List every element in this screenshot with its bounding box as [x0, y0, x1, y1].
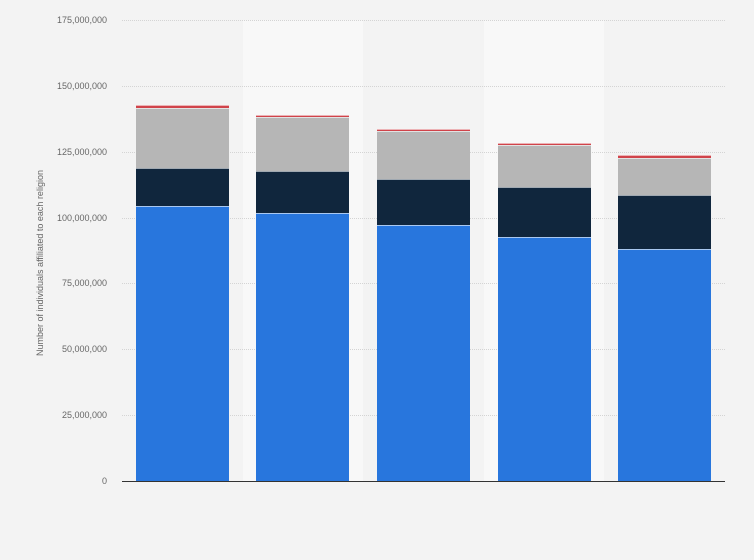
- x-axis-baseline: [122, 481, 725, 482]
- bar-segment[interactable]: [256, 171, 350, 214]
- y-tick-label: 100,000,000: [56, 212, 107, 223]
- y-tick-label: 125,000,000: [56, 146, 107, 157]
- bar-stack[interactable]: [377, 128, 470, 481]
- bar-segment[interactable]: [497, 145, 591, 188]
- bar-stack[interactable]: [618, 155, 712, 481]
- gridline: [122, 20, 725, 21]
- y-tick-label: 175,000,000: [56, 15, 107, 25]
- y-tick-label: 50,000,000: [61, 344, 107, 355]
- y-tick-label: 25,000,000: [61, 410, 107, 421]
- y-tick-label: 150,000,000: [56, 80, 107, 91]
- bar-segment[interactable]: [377, 131, 470, 180]
- bar-segment[interactable]: [256, 213, 350, 481]
- bar-segment[interactable]: [497, 237, 591, 481]
- bar-stack[interactable]: [256, 114, 350, 481]
- bar-segment[interactable]: [618, 194, 712, 250]
- bar-segment[interactable]: [377, 225, 470, 481]
- bar-segment[interactable]: [377, 179, 470, 226]
- bar-segment[interactable]: [135, 168, 229, 207]
- bar-segment[interactable]: [256, 116, 350, 172]
- bar-segment[interactable]: [135, 105, 229, 108]
- gridline: [122, 86, 725, 87]
- y-axis-title: Number of individuals affiliated to each…: [35, 170, 45, 356]
- bar-segment[interactable]: [618, 157, 712, 195]
- y-tick-label: 0: [101, 476, 107, 486]
- bar-segment[interactable]: [135, 206, 229, 481]
- bar-segment[interactable]: [497, 142, 591, 146]
- bar-segment[interactable]: [618, 249, 712, 481]
- bar-segment[interactable]: [377, 128, 470, 132]
- y-tick-label: 75,000,000: [61, 278, 107, 289]
- bar-stack[interactable]: [497, 142, 591, 481]
- bar-stack[interactable]: [135, 105, 229, 481]
- bar-segment[interactable]: [618, 155, 712, 158]
- bar-segment[interactable]: [497, 187, 591, 238]
- bar-segment[interactable]: [256, 114, 350, 117]
- bar-segment[interactable]: [135, 107, 229, 169]
